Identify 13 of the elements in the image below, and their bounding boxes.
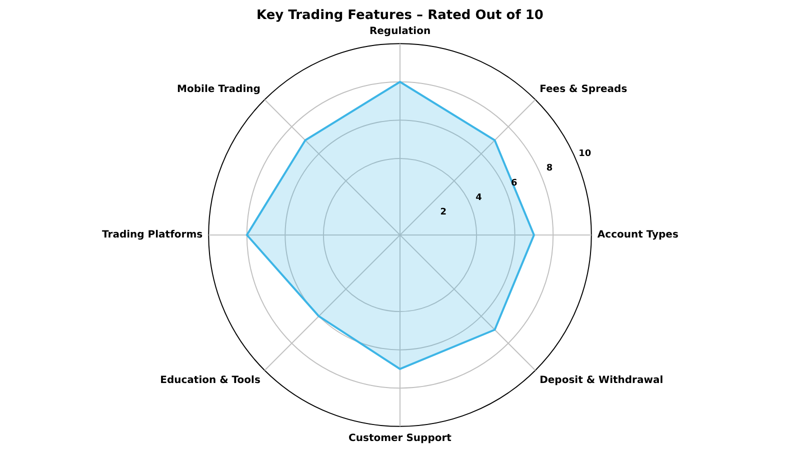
spoke-label: Deposit & Withdrawal [540, 375, 664, 386]
chart-title: Key Trading Features – Rated Out of 10 [256, 8, 544, 24]
spoke-label: Mobile Trading [177, 84, 260, 96]
spoke-label: Account Types [597, 230, 678, 241]
y-tick-label: 4 [476, 193, 482, 204]
spoke-label: Regulation [369, 26, 431, 38]
y-tick-label: 2 [440, 208, 446, 218]
y-tick-label: 10 [578, 149, 592, 160]
spoke-label: Education & Tools [160, 375, 260, 386]
spoke-label: Fees & Spreads [540, 84, 628, 96]
y-tick-label: 8 [546, 164, 553, 174]
spoke-label: Customer Support [348, 432, 452, 444]
spoke-label: Trading Platforms [102, 230, 203, 241]
